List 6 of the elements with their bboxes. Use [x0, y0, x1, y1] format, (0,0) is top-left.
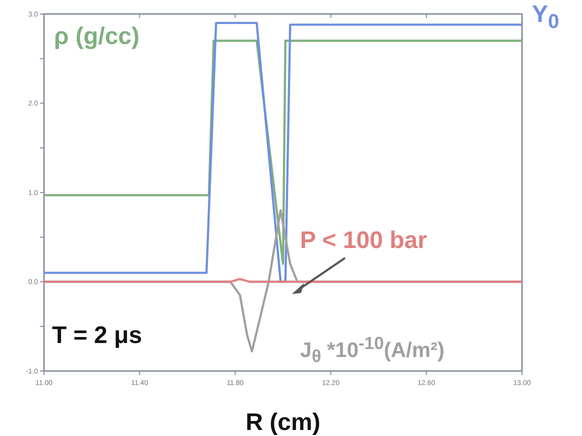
x-axis-title: R (cm) — [246, 409, 320, 436]
annotation: T = 2 μs — [52, 322, 142, 349]
text: ρ (g/cc) — [54, 22, 141, 52]
series-label: Y$_{0}$ — [532, 0, 560, 35]
text: J$_{θ}$ *10$^{-10}$(A/m²) — [300, 332, 446, 366]
series-label: P < 100 bar — [300, 226, 428, 256]
